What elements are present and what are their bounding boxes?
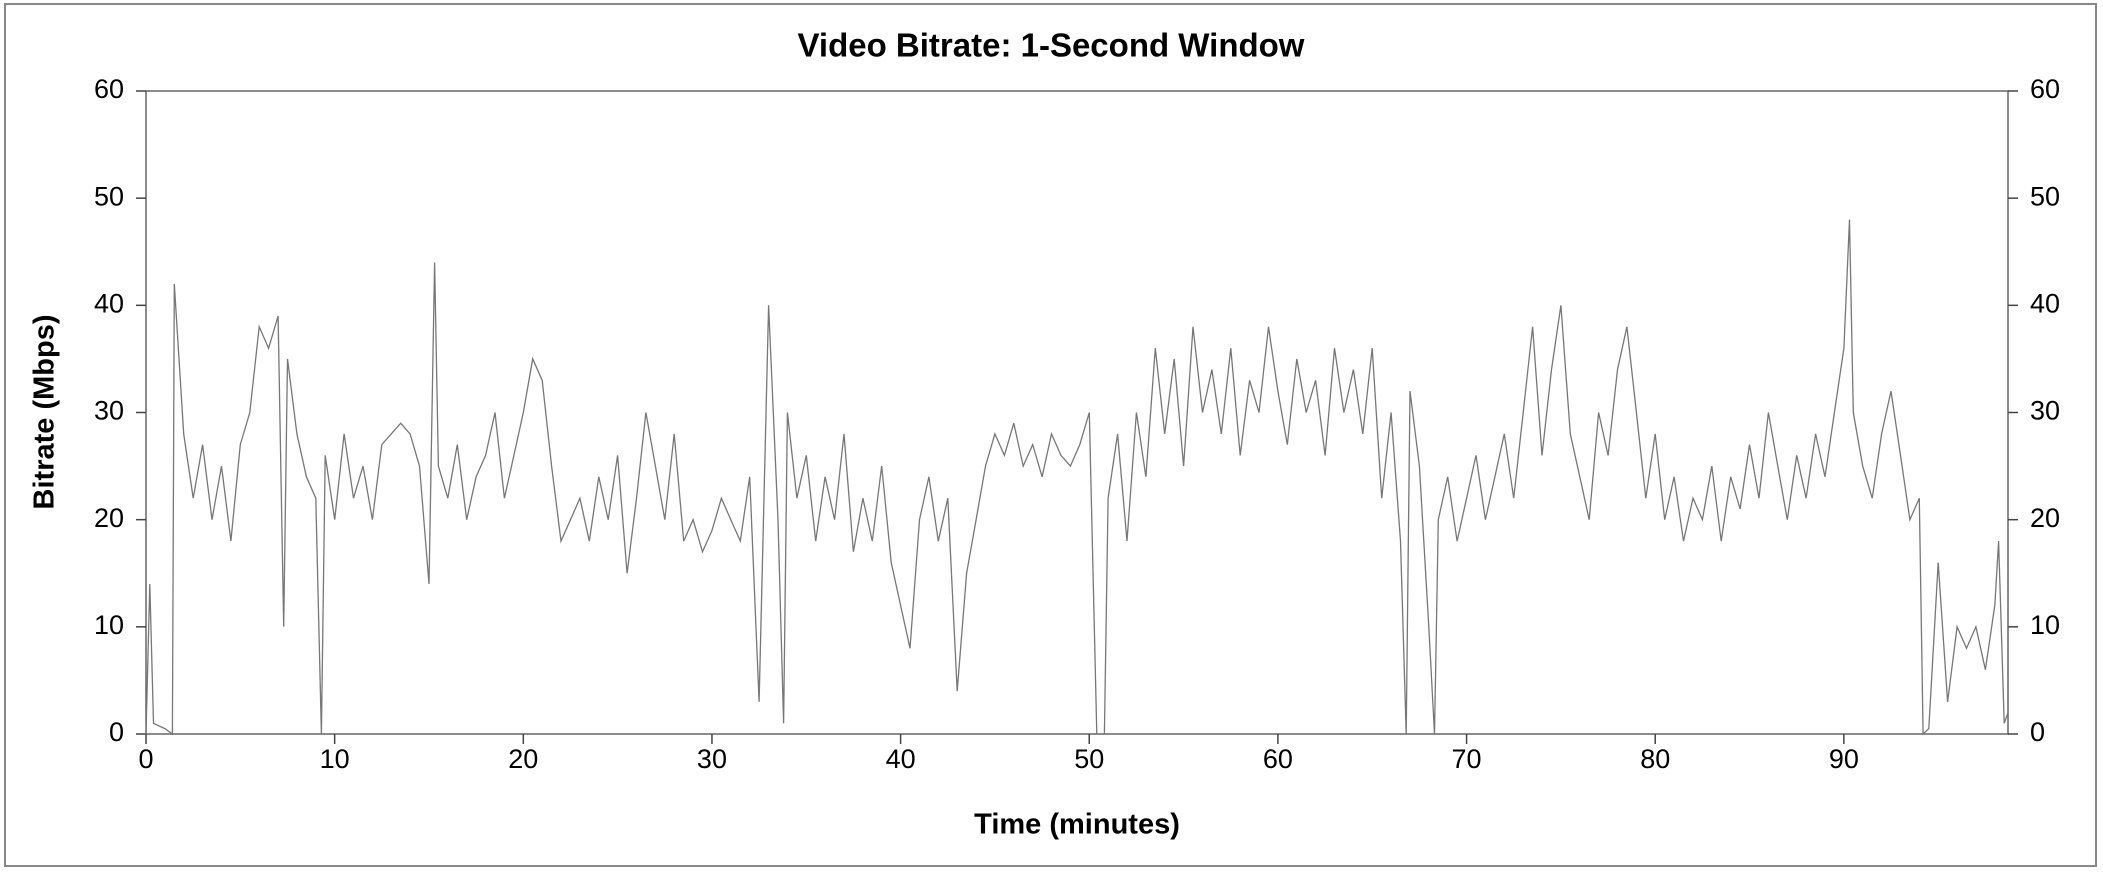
chart-title: Video Bitrate: 1-Second Window — [798, 27, 1305, 64]
y-tick-label: 60 — [94, 74, 124, 104]
y-axis-label: Bitrate (Mbps) — [29, 315, 61, 510]
y-tick-label: 20 — [94, 503, 124, 533]
bitrate-line — [145, 219, 2009, 736]
x-tick-label: 0 — [138, 744, 153, 774]
y-tick-label: 10 — [94, 610, 124, 640]
y2-tick-label: 40 — [2030, 288, 2060, 318]
x-tick-label: 80 — [1640, 744, 1670, 774]
y-tick-label: 50 — [94, 181, 124, 211]
y2-tick-label: 60 — [2030, 74, 2060, 104]
x-tick-label: 40 — [886, 744, 916, 774]
x-tick-label: 30 — [697, 744, 727, 774]
x-tick-label: 70 — [1452, 744, 1482, 774]
y-tick-label: 0 — [109, 717, 124, 747]
x-tick-label: 10 — [320, 744, 350, 774]
x-tick-label: 50 — [1074, 744, 1104, 774]
x-tick-label: 20 — [508, 744, 538, 774]
x-axis-label: Time (minutes) — [974, 809, 1180, 841]
y2-tick-label: 10 — [2030, 610, 2060, 640]
y2-tick-label: 0 — [2030, 717, 2045, 747]
x-tick-label: 90 — [1829, 744, 1859, 774]
y2-tick-label: 30 — [2030, 396, 2060, 426]
y-tick-label: 30 — [94, 396, 124, 426]
y2-tick-label: 50 — [2030, 181, 2060, 211]
frame — [4, 3, 2097, 867]
y2-tick-label: 20 — [2030, 503, 2060, 533]
y-tick-label: 40 — [94, 288, 124, 318]
x-tick-label: 60 — [1263, 744, 1293, 774]
